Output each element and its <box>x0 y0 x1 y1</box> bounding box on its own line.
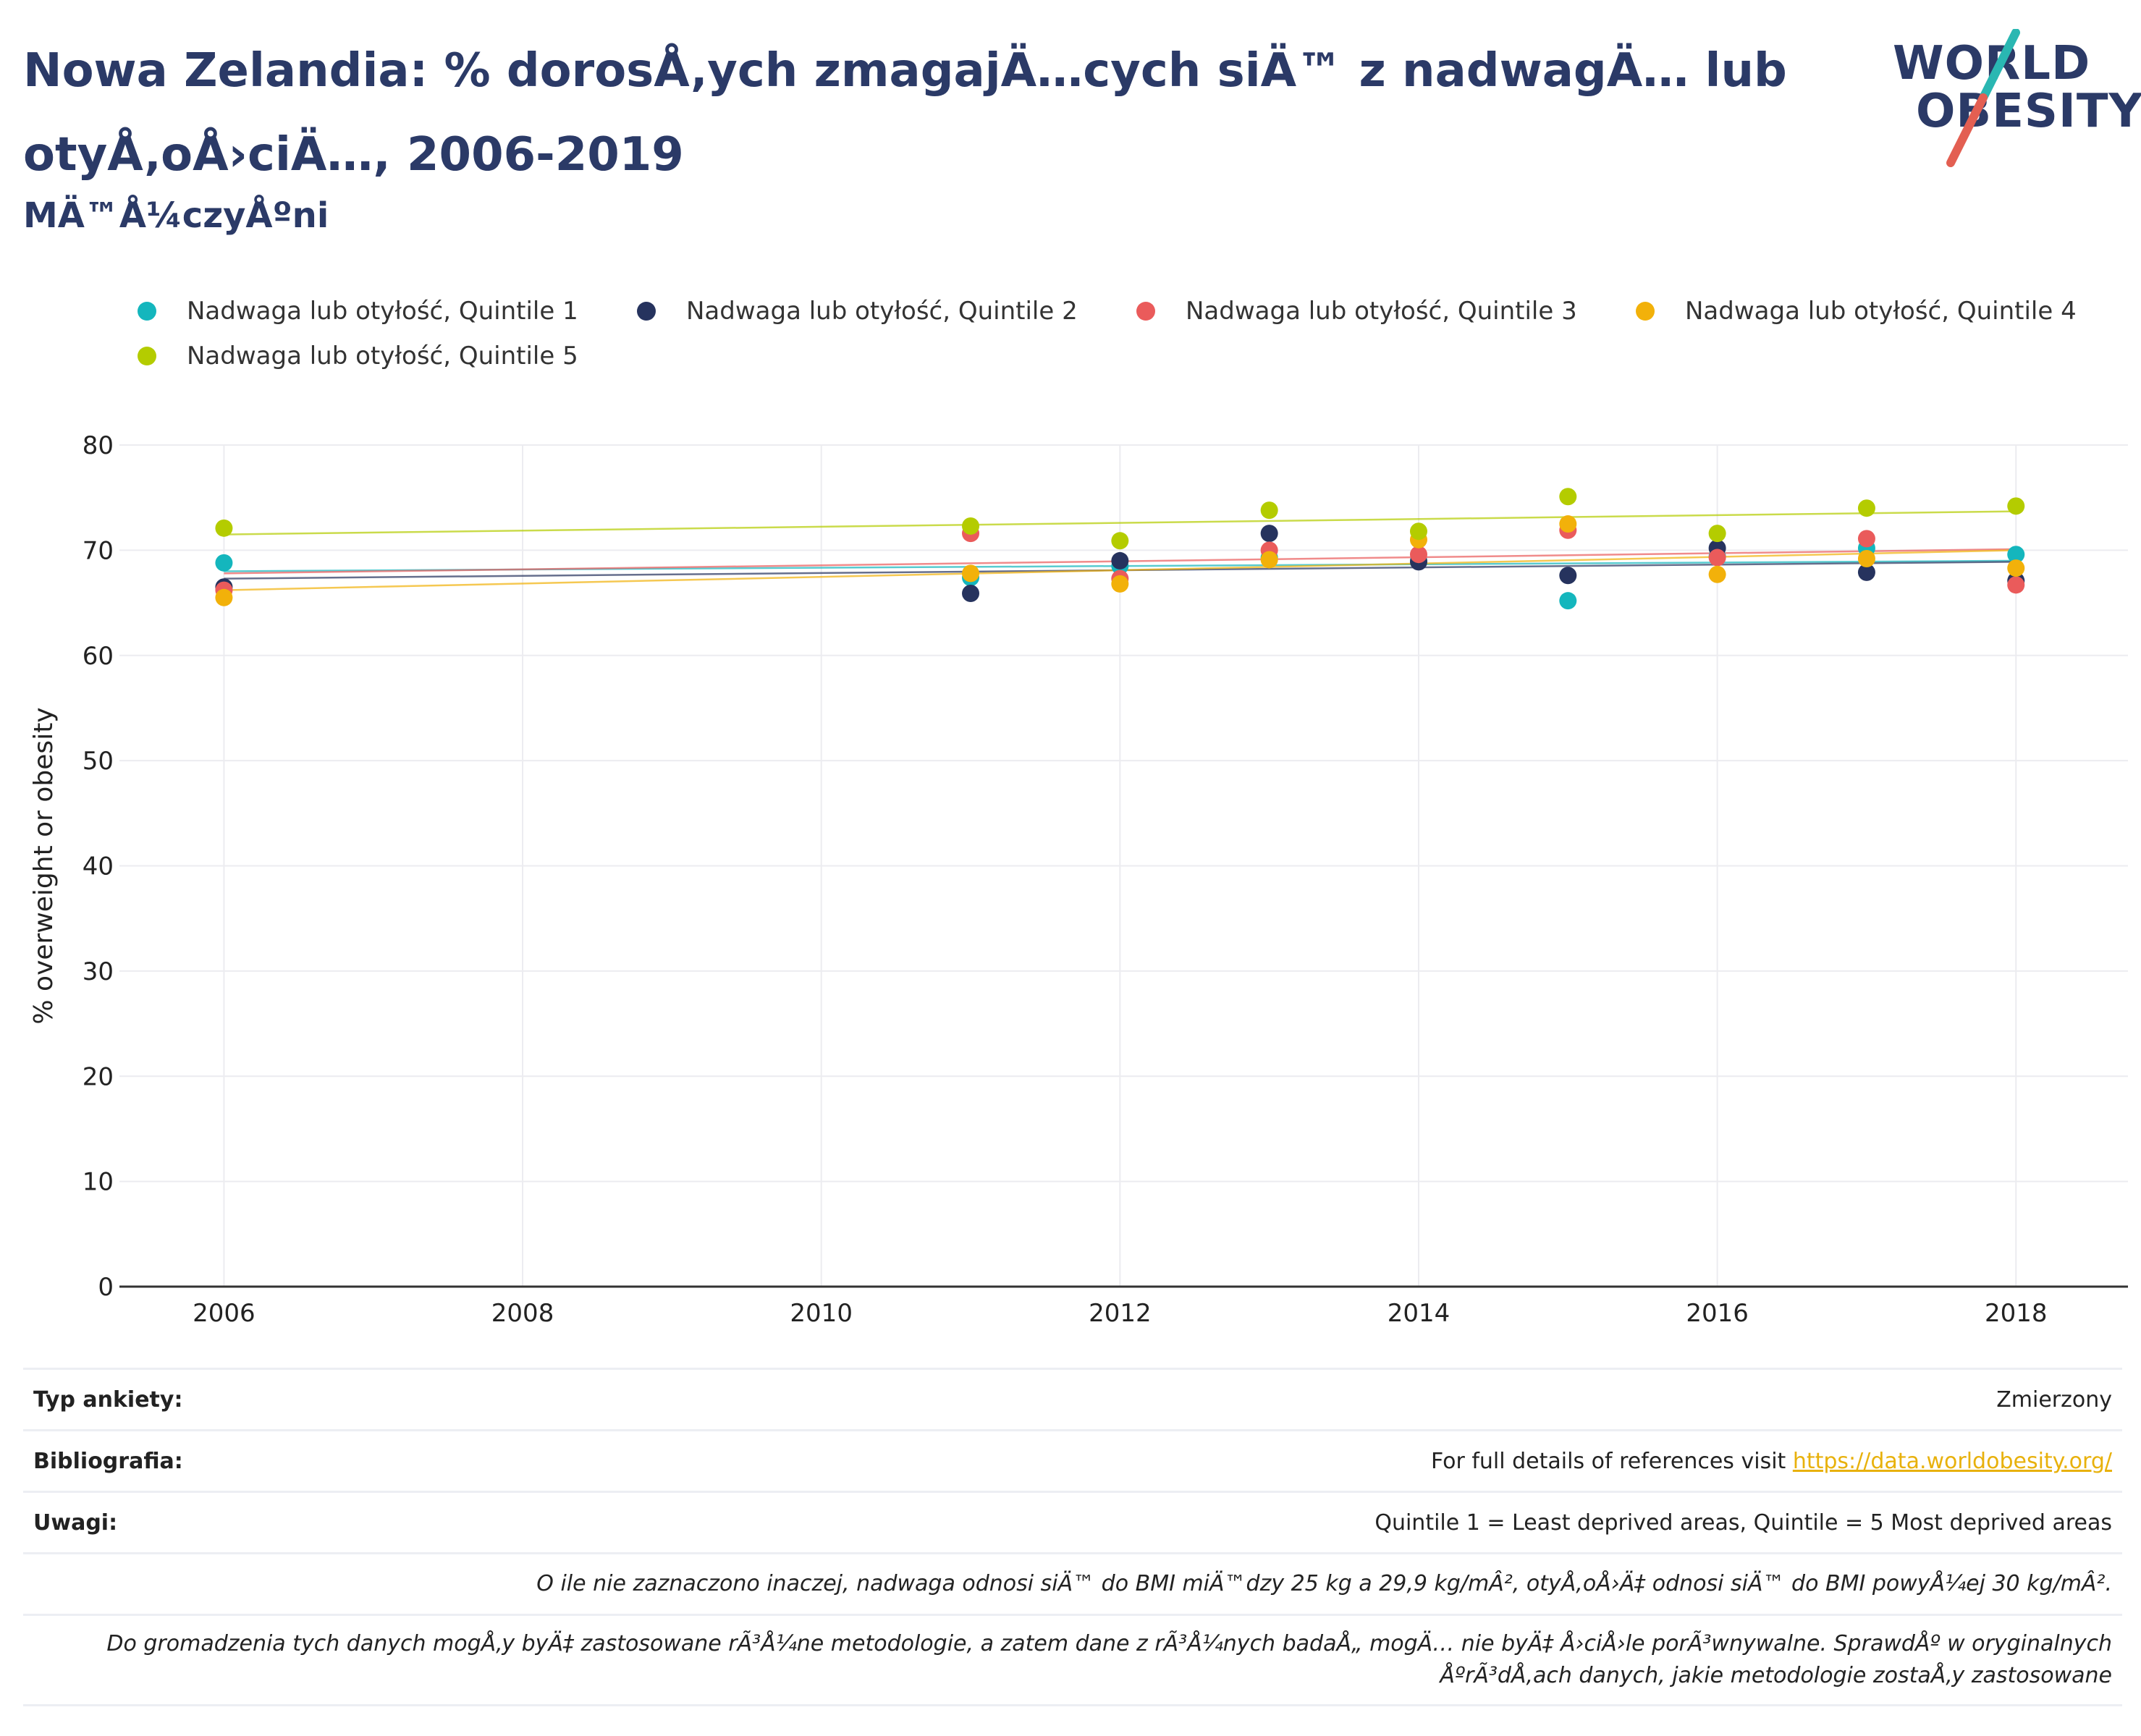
legend-marker <box>138 347 156 365</box>
data-point <box>962 584 980 602</box>
trend-line <box>224 510 2017 535</box>
survey-type-value: Zmierzony <box>1996 1386 2112 1413</box>
legend-item-quintile-1[interactable]: Nadwaga lub otyłość, Quintile 1 <box>138 289 578 333</box>
footer-table: Typ ankiety: Zmierzony Bibliografia: For… <box>23 1368 2122 1706</box>
y-tick-label: 50 <box>83 747 114 776</box>
world-obesity-logo: WORLD OBESITY <box>1893 22 2141 167</box>
data-point <box>1559 567 1577 585</box>
methodology-note-line-2: ÅºrÃ³dÅ‚ach danych, jakie metodologie zo… <box>1440 1663 2112 1688</box>
legend-marker <box>1636 302 1655 321</box>
bmi-definition-note: O ile nie zaznaczono inaczej, nadwaga od… <box>536 1571 2112 1596</box>
x-tick-label: 2008 <box>491 1299 554 1328</box>
data-point <box>2007 546 2025 564</box>
data-point <box>1857 499 1875 517</box>
notes-value: Quintile 1 = Least deprived areas, Quint… <box>1374 1510 2112 1536</box>
x-tick-label: 2016 <box>1686 1299 1749 1328</box>
y-tick-label: 70 <box>83 536 114 565</box>
data-point <box>1559 515 1577 533</box>
x-tick-label: 2006 <box>193 1299 256 1328</box>
x-tick-label: 2012 <box>1089 1299 1152 1328</box>
legend-marker <box>637 302 656 321</box>
data-point <box>1857 563 1875 581</box>
y-tick-label: 80 <box>83 431 114 460</box>
data-point <box>962 517 980 535</box>
data-point <box>1559 488 1577 506</box>
legend-item-quintile-5[interactable]: Nadwaga lub otyłość, Quintile 5 <box>138 334 578 378</box>
data-point <box>1708 525 1726 543</box>
legend-label: Nadwaga lub otyłość, Quintile 4 <box>1685 297 2077 326</box>
y-tick-label: 20 <box>83 1062 114 1091</box>
bibliography-text: For full details of references visit <box>1430 1448 1793 1474</box>
y-tick-label: 30 <box>83 957 114 986</box>
legend-marker <box>138 302 156 321</box>
bibliography-link[interactable]: https://data.worldobesity.org/ <box>1792 1448 2112 1474</box>
legend-item-quintile-2[interactable]: Nadwaga lub otyłość, Quintile 2 <box>637 289 1078 333</box>
logo-slash-icon <box>1946 29 2020 167</box>
data-point <box>1857 530 1875 548</box>
bibliography-label: Bibliografia: <box>33 1448 183 1474</box>
legend-label: Nadwaga lub otyłość, Quintile 3 <box>1186 297 1577 326</box>
legend-label: Nadwaga lub otyłość, Quintile 5 <box>187 342 578 371</box>
y-tick-label: 10 <box>83 1168 114 1197</box>
y-tick-label: 0 <box>98 1273 114 1302</box>
chart-subtitle: MÄ™Å¼czyÅºni <box>23 195 329 236</box>
data-point <box>215 588 233 606</box>
data-point <box>1559 592 1577 610</box>
footer-row-methodology: Do gromadzenia tych danych mogÅ‚y byÄ‡ z… <box>23 1614 2122 1706</box>
data-point <box>1260 551 1278 569</box>
data-point <box>2007 559 2025 577</box>
data-point <box>2007 576 2025 594</box>
methodology-note-line-1: Do gromadzenia tych danych mogÅ‚y byÄ‡ z… <box>106 1631 2112 1656</box>
data-point <box>1111 551 1129 570</box>
bibliography-value: For full details of references visit htt… <box>1431 1449 2112 1474</box>
x-tick-label: 2010 <box>790 1299 853 1328</box>
footer-row-bibliography: Bibliografia: For full details of refere… <box>23 1429 2122 1491</box>
data-point <box>1708 565 1726 583</box>
footer-row-definition: O ile nie zaznaczono inaczej, nadwaga od… <box>23 1552 2122 1614</box>
legend-marker <box>1136 302 1155 321</box>
data-point <box>1260 501 1278 520</box>
logo-line-2: OBESITY <box>1916 85 2141 138</box>
legend-label: Nadwaga lub otyłość, Quintile 2 <box>686 297 1078 326</box>
notes-label: Uwagi: <box>33 1510 118 1536</box>
data-point <box>215 554 233 572</box>
legend-item-quintile-4[interactable]: Nadwaga lub otyłość, Quintile 4 <box>1636 289 2077 333</box>
data-point <box>1857 550 1875 568</box>
data-point <box>1111 575 1129 593</box>
data-point <box>1409 522 1427 541</box>
scatter-chart: 0 10 20 30 40 50 60 70 80 2006 2008 2010 2012 2014 201… <box>29 431 2128 1328</box>
y-tick-label: 40 <box>83 852 114 881</box>
survey-type-label: Typ ankiety: <box>33 1386 183 1413</box>
data-point <box>1708 549 1726 567</box>
x-tick-label: 2014 <box>1388 1299 1450 1328</box>
legend-item-quintile-3[interactable]: Nadwaga lub otyłość, Quintile 3 <box>1136 289 1577 333</box>
data-point <box>1260 525 1278 543</box>
data-point <box>1111 532 1129 550</box>
x-tick-label: 2018 <box>1985 1299 2048 1328</box>
y-tick-label: 60 <box>83 642 114 671</box>
footer-row-notes: Uwagi: Quintile 1 = Least deprived areas… <box>23 1491 2122 1552</box>
methodology-note: Do gromadzenia tych danych mogÅ‚y byÄ‡ z… <box>33 1628 2112 1692</box>
legend-label: Nadwaga lub otyłość, Quintile 1 <box>187 297 578 326</box>
footer-row-survey-type: Typ ankiety: Zmierzony <box>23 1368 2122 1429</box>
data-point <box>1409 546 1427 564</box>
chart-title: Nowa Zelandia: % dorosÅ‚ych zmagajÄ…cych… <box>23 44 1787 182</box>
data-point <box>2007 497 2025 515</box>
y-axis-title: % overweight or obesity <box>29 707 59 1024</box>
data-point <box>215 519 233 537</box>
data-point <box>962 564 980 583</box>
